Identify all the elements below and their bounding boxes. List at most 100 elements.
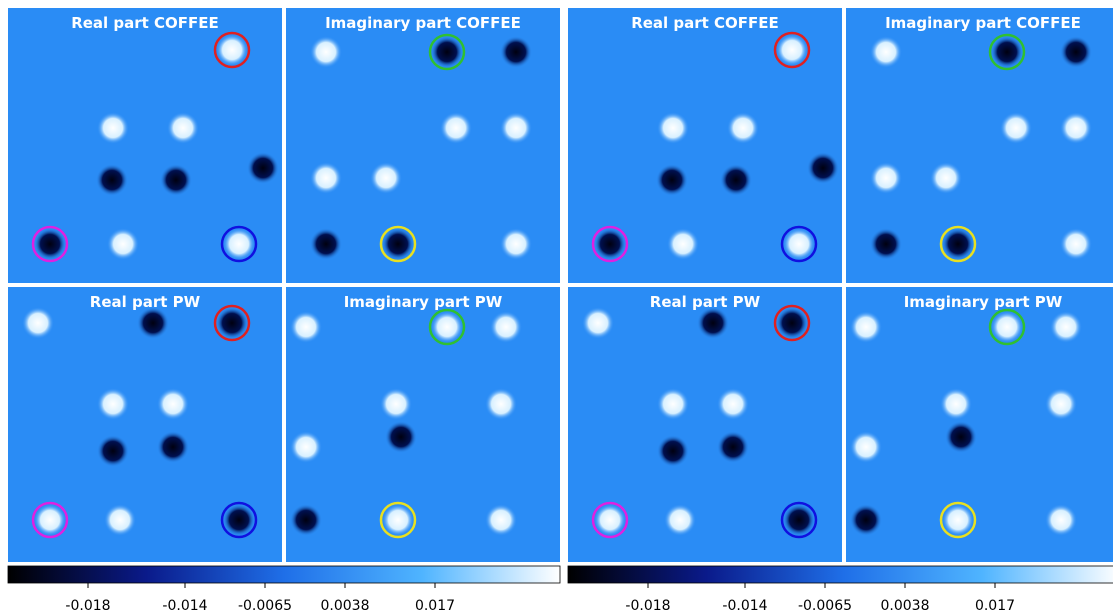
marker-circle xyxy=(773,31,811,69)
source-blob xyxy=(850,311,882,343)
source-blob xyxy=(776,34,808,66)
source-blob xyxy=(594,228,626,260)
panel-title: Real part PW xyxy=(650,293,761,311)
source-blob xyxy=(500,228,532,260)
panel: Real part PW xyxy=(8,287,282,562)
colorbar-tick-label: -0.0065 xyxy=(798,598,852,614)
panel-title: Imaginary part COFFEE xyxy=(325,14,521,32)
marker-circle xyxy=(988,308,1026,346)
colorbar xyxy=(567,565,1113,584)
marker-circle xyxy=(213,31,251,69)
colorbar-tick-label: 0.017 xyxy=(415,598,455,614)
source-blob xyxy=(34,228,66,260)
colorbar-tick-label: -0.014 xyxy=(722,598,767,614)
marker-circle xyxy=(31,225,69,263)
source-blob xyxy=(485,388,517,420)
marker-circle xyxy=(773,304,811,342)
colorbar-tick-label: -0.014 xyxy=(162,598,207,614)
source-blob xyxy=(664,504,696,536)
source-blob xyxy=(167,112,199,144)
source-blob xyxy=(440,112,472,144)
marker-circle xyxy=(428,308,466,346)
source-blob xyxy=(850,504,882,536)
source-blob xyxy=(137,307,169,339)
colorbar-tick-label: -0.018 xyxy=(65,598,110,614)
marker-circle xyxy=(31,501,69,539)
source-blob xyxy=(720,164,752,196)
source-blob xyxy=(991,311,1023,343)
source-blob xyxy=(1050,311,1082,343)
source-blob xyxy=(22,307,54,339)
marker-circle xyxy=(591,501,629,539)
colorbar-tick-label: 0.0038 xyxy=(881,598,930,614)
source-blob xyxy=(807,152,839,184)
source-blob xyxy=(697,307,729,339)
source-blob xyxy=(1000,112,1032,144)
source-blob xyxy=(930,162,962,194)
source-blob xyxy=(850,431,882,463)
panel-title: Real part PW xyxy=(90,293,201,311)
source-blob xyxy=(157,388,189,420)
source-blob xyxy=(382,504,414,536)
panel-title: Real part COFFEE xyxy=(71,14,219,32)
source-blob xyxy=(776,307,808,339)
marker-circle xyxy=(780,501,818,539)
marker-circle xyxy=(988,33,1026,71)
source-blob xyxy=(431,311,463,343)
source-blob xyxy=(370,162,402,194)
colorbar-tick-label: -0.0065 xyxy=(238,598,292,614)
source-blob xyxy=(223,228,255,260)
marker-circle xyxy=(939,501,977,539)
source-blob xyxy=(500,112,532,144)
figure-group: Real part COFFEE Imaginary part COFFEE Rea… xyxy=(567,8,1113,614)
source-blob xyxy=(717,388,749,420)
source-blob xyxy=(310,228,342,260)
source-blob xyxy=(97,435,129,467)
source-blob xyxy=(657,435,689,467)
marker-circle xyxy=(379,225,417,263)
source-blob xyxy=(1060,112,1092,144)
source-blob xyxy=(290,504,322,536)
colorbar xyxy=(7,565,561,584)
marker-circle xyxy=(213,304,251,342)
source-blob xyxy=(1045,504,1077,536)
source-blob xyxy=(385,421,417,453)
panel: Imaginary part COFFEE xyxy=(846,8,1113,283)
source-blob xyxy=(656,164,688,196)
source-blob xyxy=(783,504,815,536)
source-blob xyxy=(667,228,699,260)
source-blob xyxy=(1060,228,1092,260)
source-blob xyxy=(104,504,136,536)
source-blob xyxy=(582,307,614,339)
source-blob xyxy=(160,164,192,196)
source-blob xyxy=(727,112,759,144)
source-blob xyxy=(216,307,248,339)
source-blob xyxy=(942,228,974,260)
source-blob xyxy=(223,504,255,536)
panel: Real part COFFEE xyxy=(8,8,282,283)
source-blob xyxy=(107,228,139,260)
source-blob xyxy=(783,228,815,260)
panel: Real part COFFEE xyxy=(568,8,842,283)
source-blob xyxy=(870,228,902,260)
panel: Imaginary part PW xyxy=(846,287,1113,562)
source-blob xyxy=(870,162,902,194)
source-blob xyxy=(717,431,749,463)
panel-title: Real part COFFEE xyxy=(631,14,779,32)
marker-circle xyxy=(939,225,977,263)
marker-circle xyxy=(428,33,466,71)
source-blob xyxy=(945,421,977,453)
source-blob xyxy=(310,162,342,194)
marker-circle xyxy=(379,501,417,539)
marker-circle xyxy=(780,225,818,263)
source-blob xyxy=(942,504,974,536)
source-blob xyxy=(290,311,322,343)
source-blob xyxy=(657,112,689,144)
panel: Real part PW xyxy=(568,287,842,562)
source-blob xyxy=(500,36,532,68)
source-blob xyxy=(157,431,189,463)
source-blob xyxy=(485,504,517,536)
source-blob xyxy=(247,152,279,184)
